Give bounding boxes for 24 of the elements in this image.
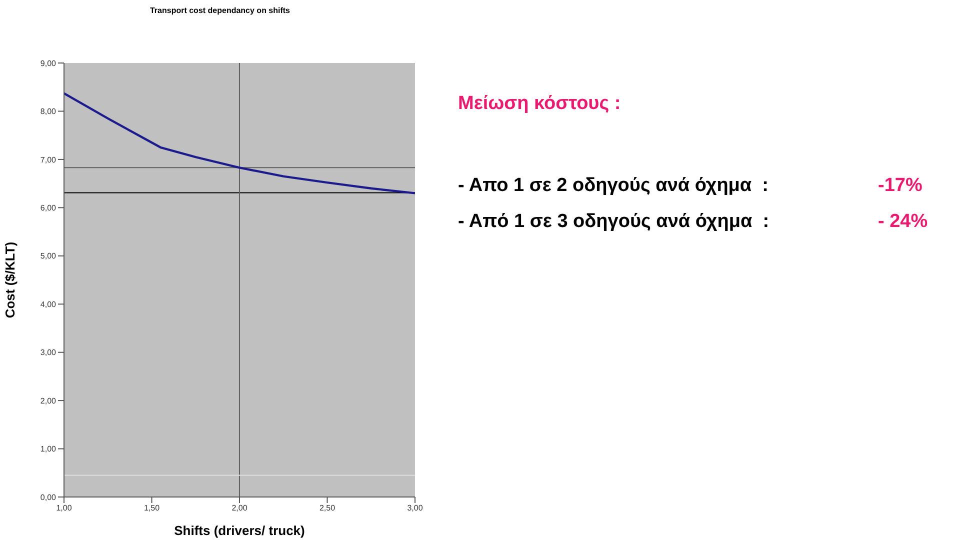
y-tick-label: 0,00 xyxy=(40,492,57,502)
x-tick-label: 1,50 xyxy=(144,504,160,513)
chart-title: Transport cost dependancy on shifts xyxy=(148,6,292,15)
y-tick-label: 5,00 xyxy=(40,252,57,261)
y-tick-label: 6,00 xyxy=(40,204,57,213)
y-tick-label: 8,00 xyxy=(40,107,57,116)
y-tick-label: 1,00 xyxy=(40,444,57,454)
x-tick-label: 3,00 xyxy=(407,504,424,513)
y-axis-title: Cost ($/KLT) xyxy=(2,242,18,318)
y-tick-label: 4,00 xyxy=(40,300,57,309)
text: - Απο 1 σε 2 οδηγούς ανά όχημα : xyxy=(458,175,770,197)
x-axis-title: Shifts (drivers/ truck) xyxy=(174,523,305,538)
text: - 24% xyxy=(878,211,928,233)
y-tick-label: 2,00 xyxy=(40,396,57,406)
text: - Από 1 σε 3 οδηγούς ανά όχημα : xyxy=(458,211,770,233)
x-tick-label: 1,00 xyxy=(56,504,72,513)
line-series xyxy=(64,92,415,194)
y-tick-label: 9,00 xyxy=(40,58,57,68)
text: Μείωση κόστους : xyxy=(458,93,621,115)
text: -17% xyxy=(878,175,922,197)
y-tick-label: 7,00 xyxy=(40,155,57,164)
y-tick-label: 3,00 xyxy=(40,348,57,358)
x-tick-label: 2,50 xyxy=(319,504,336,513)
x-tick-label: 2,00 xyxy=(232,504,248,513)
